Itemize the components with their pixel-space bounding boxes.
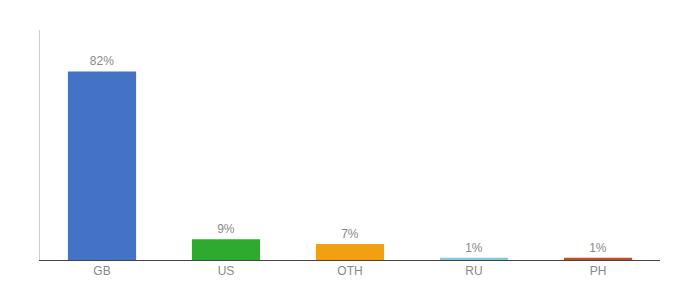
svg-text:9%: 9% xyxy=(217,222,235,236)
svg-text:PH: PH xyxy=(590,264,607,278)
svg-text:GB: GB xyxy=(93,264,110,278)
svg-text:1%: 1% xyxy=(589,241,607,255)
svg-text:7%: 7% xyxy=(341,227,359,241)
svg-text:US: US xyxy=(218,264,235,278)
svg-text:1%: 1% xyxy=(465,241,483,255)
svg-text:RU: RU xyxy=(465,264,482,278)
svg-text:82%: 82% xyxy=(90,54,114,68)
svg-text:OTH: OTH xyxy=(337,264,362,278)
